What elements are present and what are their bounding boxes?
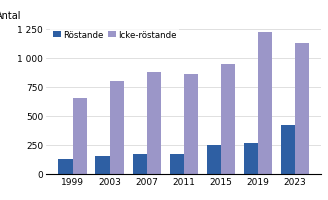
Bar bbox=[184, 75, 198, 174]
Bar bbox=[221, 64, 235, 174]
Text: Antal: Antal bbox=[0, 11, 22, 21]
Bar bbox=[244, 143, 258, 174]
Bar bbox=[281, 125, 295, 174]
Bar bbox=[147, 73, 161, 174]
Bar bbox=[133, 154, 147, 174]
Legend: Röstande, Icke-röstande: Röstande, Icke-röstande bbox=[50, 28, 179, 42]
Bar bbox=[72, 99, 87, 174]
Bar bbox=[295, 44, 309, 174]
Bar bbox=[95, 157, 110, 174]
Bar bbox=[207, 145, 221, 174]
Bar bbox=[58, 160, 72, 174]
Bar bbox=[258, 33, 272, 174]
Bar bbox=[170, 154, 184, 174]
Bar bbox=[110, 82, 124, 174]
